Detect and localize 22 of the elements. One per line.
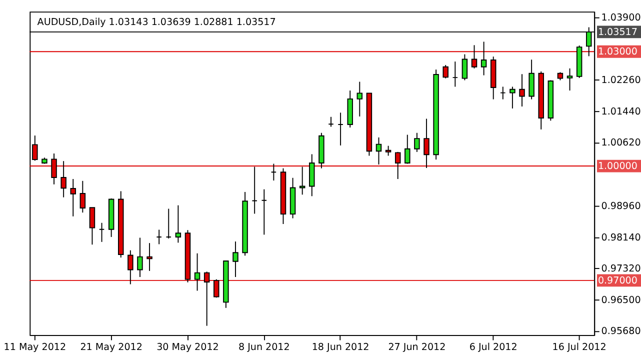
y-tick-label: 1.02260: [601, 75, 641, 86]
y-tick-label: 0.98140: [601, 232, 641, 244]
x-tick-label: 11 May 2012: [4, 342, 66, 353]
x-tick-label: 18 Jun 2012: [312, 342, 370, 353]
y-tick-label: 1.01440: [601, 106, 641, 118]
text: AUDUSD,Daily 1.03143 1.03639 1.02881 1.03517: [37, 16, 276, 28]
ref-line-label: 1.03517: [598, 26, 638, 38]
x-tick-label: 8 Jun 2012: [238, 342, 290, 353]
ref-line-label: 1.03000: [598, 46, 638, 58]
x-tick-label: 16 Jul 2012: [552, 342, 606, 353]
ref-line-label: 1.00000: [598, 160, 638, 172]
y-tick-label: 1.00620: [601, 138, 641, 149]
y-tick-label: 1.03900: [601, 12, 641, 24]
y-tick-label: 0.96500: [601, 294, 641, 306]
y-tick-label: 0.97320: [601, 264, 641, 275]
x-tick-label: 30 May 2012: [156, 342, 219, 353]
y-tick-label: 0.98960: [601, 201, 641, 212]
y-tick-label: 0.95680: [601, 326, 641, 338]
x-tick-label: 27 Jun 2012: [388, 342, 446, 353]
ref-line-label: 0.97000: [598, 275, 638, 286]
x-tick-label: 6 Jul 2012: [469, 342, 518, 353]
x-tick-label: 21 May 2012: [80, 342, 142, 353]
